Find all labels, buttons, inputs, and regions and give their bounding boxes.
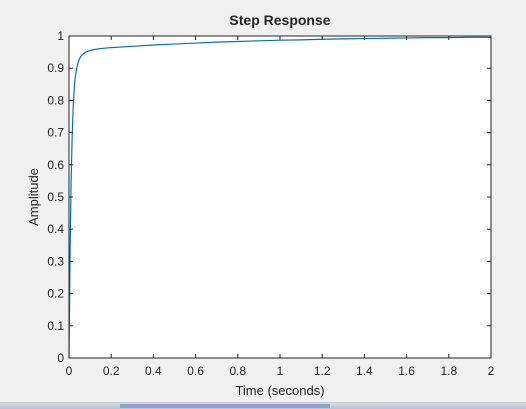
x-tick-label: 0.6 xyxy=(187,364,204,378)
step-response-line xyxy=(68,36,491,359)
y-tick-label: 1 xyxy=(57,29,64,43)
x-tick-label: 0 xyxy=(66,364,73,378)
y-tick-label: 0.3 xyxy=(47,254,64,268)
y-tick-label: 0.7 xyxy=(47,126,64,140)
x-tick-label: 1.2 xyxy=(314,364,331,378)
y-tick-label: 0.2 xyxy=(47,287,64,301)
y-tick-label: 0 xyxy=(57,351,64,365)
x-tick-label: 0.2 xyxy=(103,364,120,378)
x-axis-label: Time (seconds) xyxy=(235,383,324,398)
x-tick-label: 1.8 xyxy=(440,364,457,378)
chart-title: Step Response xyxy=(229,12,330,28)
y-tick-label: 0.1 xyxy=(47,319,64,333)
x-tick-label: 1 xyxy=(277,364,284,378)
y-tick-label: 0.9 xyxy=(47,61,64,75)
x-tick-label: 2 xyxy=(488,364,495,378)
y-tick-label: 0.8 xyxy=(47,93,64,107)
x-tick-label: 0.4 xyxy=(145,364,162,378)
y-axis-label: Amplitude xyxy=(26,168,41,226)
x-tick-label: 1.4 xyxy=(356,364,373,378)
y-tick-label: 0.6 xyxy=(47,158,64,172)
plot-area xyxy=(69,36,491,358)
x-tick-label: 0.8 xyxy=(229,364,246,378)
y-tick-label: 0.5 xyxy=(47,190,64,204)
y-tick-label: 0.4 xyxy=(47,222,64,236)
x-tick-label: 1.6 xyxy=(398,364,415,378)
window-bottom-edge xyxy=(0,402,526,409)
